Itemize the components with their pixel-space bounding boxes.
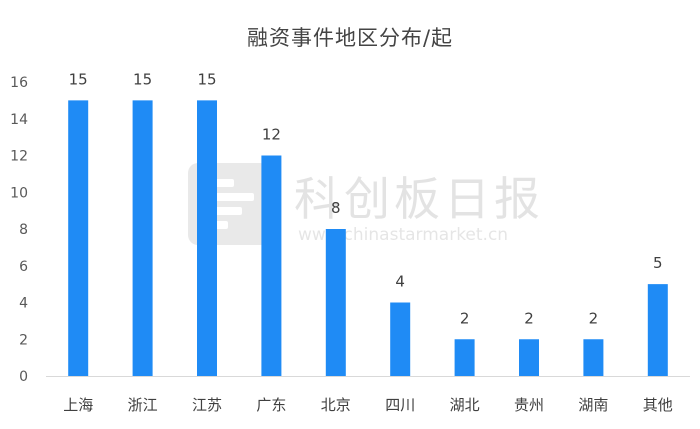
y-tick-label: 14 <box>10 112 28 128</box>
bar <box>132 100 153 376</box>
bar <box>261 155 282 376</box>
x-tick-label: 湖南 <box>578 396 608 414</box>
data-label: 5 <box>653 254 663 272</box>
bar <box>197 100 217 376</box>
bar <box>583 339 604 376</box>
data-label: 2 <box>524 309 534 327</box>
x-tick-label: 上海 <box>63 396 93 414</box>
chart-title: 融资事件地区分布/起 <box>246 26 454 50</box>
x-tick-label: 其他 <box>643 396 673 414</box>
data-label: 15 <box>69 70 88 88</box>
bar <box>454 339 475 376</box>
x-tick-label: 四川 <box>385 396 415 414</box>
data-label: 2 <box>460 309 470 327</box>
x-tick-label: 湖北 <box>450 396 480 414</box>
y-tick-label: 6 <box>19 259 28 275</box>
bar <box>390 302 411 376</box>
data-label: 8 <box>331 199 341 217</box>
y-tick-label: 16 <box>10 75 28 91</box>
data-label: 15 <box>133 70 152 88</box>
bar <box>647 284 668 376</box>
y-tick-label: 10 <box>10 185 28 201</box>
data-label: 12 <box>262 126 281 144</box>
y-tick-label: 4 <box>19 296 28 312</box>
x-tick-label: 江苏 <box>192 396 222 414</box>
bar <box>325 229 346 376</box>
bar <box>68 100 89 376</box>
y-tick-label: 12 <box>10 149 28 165</box>
x-tick-label: 广东 <box>256 396 286 414</box>
x-tick-label: 北京 <box>321 396 351 414</box>
data-label: 15 <box>197 70 216 88</box>
y-tick-label: 8 <box>19 222 28 238</box>
data-label: 2 <box>589 309 599 327</box>
data-label: 4 <box>395 273 405 291</box>
bar <box>519 339 539 376</box>
y-tick-label: 2 <box>19 332 28 348</box>
x-tick-label: 浙江 <box>128 396 158 414</box>
y-tick-label: 0 <box>19 369 28 385</box>
x-tick-label: 贵州 <box>514 396 544 414</box>
